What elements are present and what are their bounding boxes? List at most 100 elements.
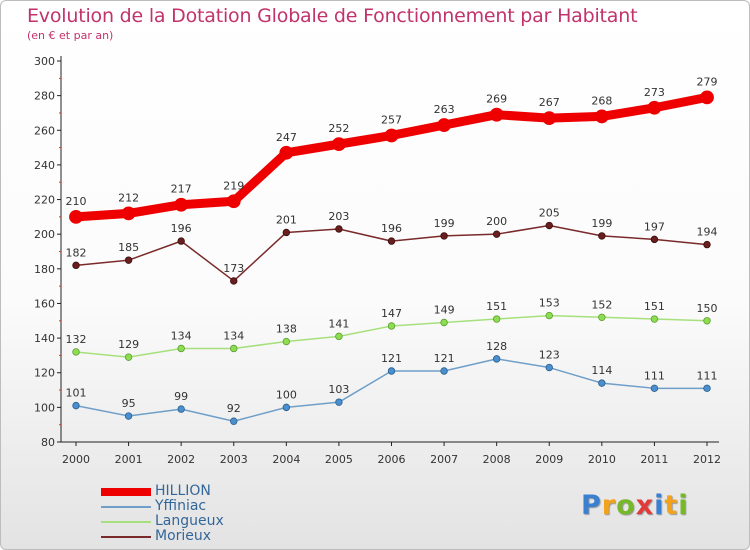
x-tick-label: 2006 [378,453,406,466]
x-tick-label: 2004 [272,453,300,466]
data-label: 212 [118,191,139,204]
data-label: 123 [539,349,560,362]
y-tick-label: 260 [34,124,55,137]
data-point [72,261,80,270]
logo-letter: x [635,490,655,521]
x-tick-label: 2007 [430,453,458,466]
data-point [387,322,396,330]
legend-label: Morieux [155,528,212,544]
data-point [121,206,136,221]
data-point [387,237,396,245]
data-label: 121 [381,352,402,365]
y-tick-label: 80 [41,436,55,449]
y-tick-label: 240 [34,159,55,172]
data-point [650,315,659,323]
data-point [440,318,448,327]
x-tick-label: 2000 [62,453,90,466]
data-point [492,355,501,363]
data-point [703,240,711,249]
data-label: 217 [171,183,192,196]
data-label: 150 [697,302,718,315]
data-point [72,348,80,356]
data-point [177,237,185,245]
data-point [282,403,291,412]
y-tick-label: 220 [34,194,55,207]
legend-label: HILLION [155,483,211,499]
legend-label: Langueux [155,513,224,529]
data-point [545,363,553,372]
data-label: 273 [644,86,665,99]
data-label: 263 [434,103,455,116]
data-point [230,417,238,425]
legend-swatch [101,521,151,523]
data-label: 121 [434,352,455,365]
data-label: 111 [644,369,665,382]
x-tick-label: 2009 [535,453,563,466]
chart-subtitle: (en € et par an) [27,29,114,42]
logo-letter: t [664,490,679,521]
data-point [332,137,346,152]
legend-swatch [101,536,151,538]
data-label: 200 [486,215,507,228]
data-point [650,235,659,244]
data-point [387,367,396,375]
data-label: 138 [276,323,297,336]
data-label: 268 [591,94,612,107]
data-point [335,398,343,406]
data-point [282,337,291,346]
data-point [226,194,241,209]
data-point [335,332,343,341]
data-label: 203 [328,210,349,223]
data-label: 151 [486,300,507,313]
x-tick-label: 2003 [220,453,248,466]
data-label: 152 [591,298,612,311]
chart-title: Evolution de la Dotation Globale de Fonc… [27,5,638,27]
data-label: 205 [539,207,560,220]
data-label: 141 [328,317,349,330]
data-label: 196 [171,222,192,235]
data-point [598,232,606,240]
y-tick-label: 280 [34,90,55,103]
x-tick-label: 2005 [325,453,353,466]
data-point [650,384,659,393]
data-label: 134 [171,329,192,342]
data-point [647,100,662,115]
data-point [489,107,504,122]
data-point [703,317,711,325]
data-point [174,197,189,212]
data-label: 185 [118,241,139,254]
y-tick-label: 120 [34,367,55,380]
data-label: 199 [591,217,612,230]
x-tick-label: 2001 [115,453,143,466]
data-label: 114 [591,364,612,377]
data-point [72,401,80,410]
data-label: 279 [697,75,718,88]
data-label: 153 [539,297,560,310]
data-point [230,344,238,353]
data-label: 219 [223,179,244,192]
data-label: 134 [223,329,244,342]
data-label: 92 [227,402,241,415]
data-label: 197 [644,220,665,233]
data-point [124,353,133,361]
data-label: 147 [381,307,402,320]
data-label: 132 [66,333,87,346]
data-label: 100 [276,388,297,401]
series-yffiniac: 101 95 99 92 100 103 121 121 128 123 114 111 111 [66,340,718,425]
x-tick-label: 2012 [693,453,721,466]
logo-letter: P [581,490,602,521]
data-point [492,230,501,238]
data-point [700,90,714,105]
data-point [598,379,606,387]
data-label: 128 [486,340,507,353]
data-point [545,311,553,320]
x-tick-label: 2011 [640,453,668,466]
data-label: 252 [328,122,349,135]
series-langueux: 132 129 134 134 138 141 147 149 151 153 152 151 150 [66,297,718,361]
series-hillion: 210 212 217 219 247 252 257 263 269 267 268 273 279 [66,75,718,224]
data-point [545,221,553,230]
data-point [703,384,711,393]
legend-label: Yffiniac [155,498,207,514]
